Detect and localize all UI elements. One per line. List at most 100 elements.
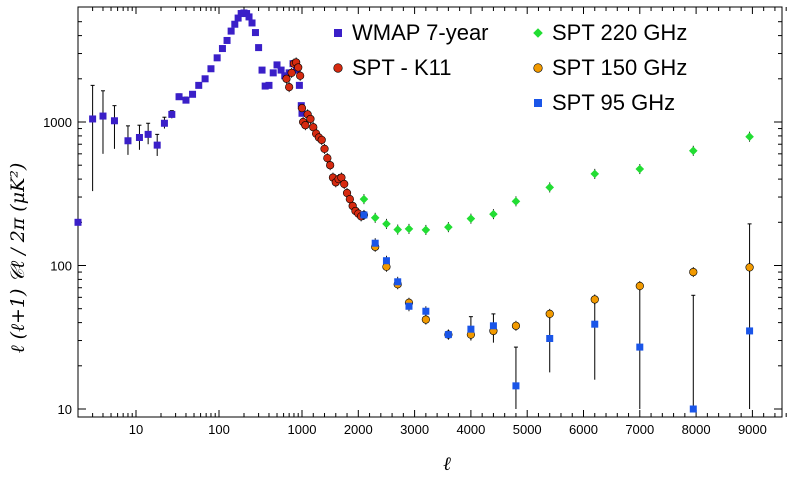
wmap-7-year-point: [175, 93, 183, 101]
spt-95-ghz-point: [746, 327, 754, 335]
spt-95-ghz-point: [405, 302, 413, 310]
spt-95-ghz-point: [444, 331, 452, 339]
spt-k11-point: [287, 68, 296, 77]
spt-150-ghz-point: [511, 321, 521, 330]
x-tick-label: 6000: [569, 422, 598, 437]
wmap-7-year-point: [251, 29, 259, 37]
wmap-7-year-point: [182, 96, 190, 104]
wmap-7-year-point: [273, 61, 281, 69]
y-tick-label: 100: [50, 259, 72, 274]
wmap-7-year-point: [153, 141, 161, 149]
wmap-7-year-point: [295, 81, 303, 89]
spt-220-ghz-point: [382, 219, 391, 229]
spt-95-ghz-point: [591, 320, 599, 328]
spt-95-ghz-point: [546, 334, 554, 342]
spt-k11-point: [294, 63, 303, 72]
spt-k11-point: [345, 195, 354, 204]
x-axis-label: ℓ: [443, 453, 451, 475]
legend-label-wmap-7-year: WMAP 7-year: [352, 20, 489, 45]
wmap-7-year-point: [99, 112, 107, 120]
spt-220-ghz-point: [466, 214, 476, 223]
wmap-7-year-point: [160, 119, 168, 127]
wmap-7-year-point: [213, 54, 221, 62]
spt-k11-point: [301, 121, 310, 130]
spt-k11-point: [297, 103, 307, 113]
spt-k11-point: [296, 71, 305, 80]
spt-220-ghz-point: [745, 132, 754, 141]
spt-220-ghz-point: [404, 224, 414, 234]
spt-k11-point: [340, 179, 349, 189]
x-tick-label: 1000: [288, 422, 317, 437]
wmap-7-year-point: [231, 20, 239, 28]
wmap-7-year-point: [223, 36, 231, 44]
spt-220-ghz-point: [421, 225, 431, 235]
spt-95-ghz-point: [636, 343, 644, 351]
x-tick-label: 7000: [625, 422, 654, 437]
legend-marker-spt-220-ghz: [533, 28, 543, 38]
wmap-7-year-point: [144, 130, 152, 138]
wmap-7-year-point: [245, 13, 253, 21]
legend-label-spt-k11: SPT - K11: [352, 55, 451, 80]
x-tick-label: 8000: [682, 422, 711, 437]
spt-150-ghz-point: [635, 281, 644, 291]
wmap-7-year-point: [298, 109, 306, 117]
wmap-7-year-point: [201, 75, 209, 83]
x-tick-label: 3000: [400, 422, 429, 437]
wmap-7-year-point: [89, 115, 97, 123]
wmap-7-year-point: [124, 137, 132, 145]
spt-k11-point: [306, 114, 315, 124]
wmap-7-year-point: [195, 81, 203, 89]
spt-220-ghz-point: [489, 209, 498, 219]
wmap-7-year-point: [135, 133, 143, 141]
spt-150-ghz-point: [590, 295, 599, 304]
spt-k11-point: [320, 144, 329, 153]
spt-95-ghz-point: [467, 325, 475, 333]
spt-220-ghz-point: [370, 213, 380, 223]
wmap-7-year-point: [168, 110, 176, 118]
spt-150-ghz-point: [421, 315, 430, 324]
spt-k11-point: [317, 135, 326, 145]
y-axis-label: ℓ (ℓ+1) 𝒞ℓ / 2π (μK²): [7, 163, 29, 354]
legend-marker-spt-150-ghz: [533, 63, 543, 73]
wmap-7-year-point: [277, 66, 285, 74]
wmap-7-year-point: [110, 117, 118, 125]
wmap-7-year-point: [207, 65, 215, 73]
wmap-7-year-point: [269, 69, 277, 77]
spt-150-ghz-point: [545, 309, 554, 318]
spt-220-ghz-point: [511, 197, 521, 206]
x-tick-label: 4000: [456, 422, 485, 437]
wmap-7-year-point: [189, 90, 197, 98]
wmap-7-year-point: [261, 82, 269, 90]
y-tick-label: 1000: [43, 115, 72, 130]
wmap-7-year-point: [218, 45, 226, 53]
spt-95-ghz-point: [489, 322, 497, 330]
wmap-7-year-point: [258, 66, 266, 74]
spt-150-ghz-point: [689, 267, 698, 277]
spt-150-ghz-point: [745, 263, 754, 272]
spt-k11-point: [282, 74, 291, 83]
wmap-7-year-point: [234, 14, 242, 22]
spt-220-ghz-point: [688, 146, 698, 156]
legend-label-spt-220-ghz: SPT 220 GHz: [552, 20, 687, 45]
y-tick-label: 10: [58, 402, 72, 417]
legend-marker-spt-k11: [333, 63, 343, 73]
spt-95-ghz-point: [689, 405, 697, 413]
wmap-7-year-point: [248, 19, 256, 27]
spt-220-ghz-point: [359, 194, 369, 204]
x-tick-label: 2000: [344, 422, 373, 437]
legend-label-spt-150-ghz: SPT 150 GHz: [552, 55, 687, 80]
legend-label-spt-95-ghz: SPT 95 GHz: [552, 90, 675, 115]
spt-220-ghz-point: [393, 225, 403, 234]
spt-220-ghz-point: [444, 222, 453, 232]
legend-marker-wmap-7-year: [334, 29, 342, 37]
spt-k11-point: [326, 161, 335, 170]
wmap-7-year-point: [227, 27, 235, 35]
spt-95-ghz-point: [422, 307, 430, 315]
x-tick-label: 10: [129, 422, 143, 437]
wmap-7-year-point: [265, 81, 273, 89]
spt-220-ghz-point: [545, 183, 555, 192]
wmap-7-year-point: [74, 218, 82, 226]
x-tick-label: 9000: [738, 422, 767, 437]
spt-220-ghz-point: [635, 164, 645, 174]
